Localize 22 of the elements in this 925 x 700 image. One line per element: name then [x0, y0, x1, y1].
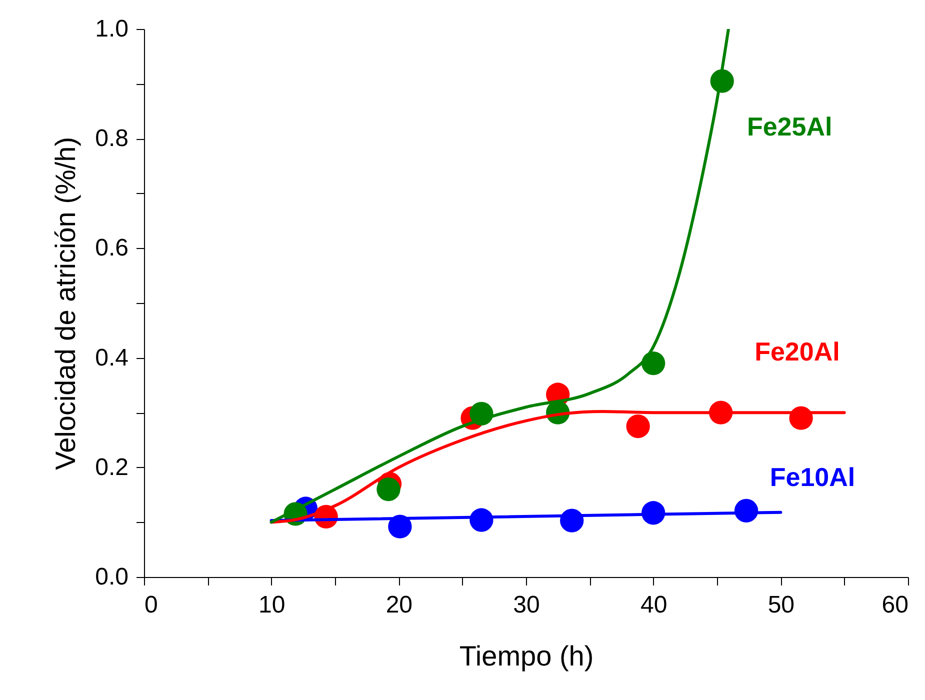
- y-tick-label: 1.0: [95, 16, 128, 42]
- x-tick-label: 20: [386, 592, 413, 618]
- y-axis-title: Velocidad de atrición (%/h): [50, 136, 82, 470]
- series-label: Fe20Al: [754, 336, 840, 366]
- series-label: Fe10Al: [770, 462, 856, 492]
- point: [626, 414, 650, 438]
- x-tick-label: 60: [882, 592, 908, 618]
- y-tick-label: 0.2: [95, 454, 128, 481]
- y-tick-label: 0.8: [95, 125, 128, 152]
- line-series: [270, 29, 730, 524]
- x-tick-label: 10: [258, 592, 286, 618]
- y-tick-label: 0.0: [95, 564, 128, 590]
- x-tick-label: 30: [513, 592, 540, 618]
- y-tick-label: 0.6: [95, 234, 128, 262]
- point: [642, 351, 666, 376]
- x-tick-label: 50: [768, 592, 795, 618]
- x-tick-label: 40: [640, 592, 668, 618]
- point: [376, 478, 400, 502]
- x-axis-title: Tiempo (h): [459, 640, 594, 672]
- series-label: Fe25Al: [746, 112, 832, 142]
- x-tick-label: 0: [144, 592, 158, 618]
- y-tick-label: 0.4: [95, 344, 128, 372]
